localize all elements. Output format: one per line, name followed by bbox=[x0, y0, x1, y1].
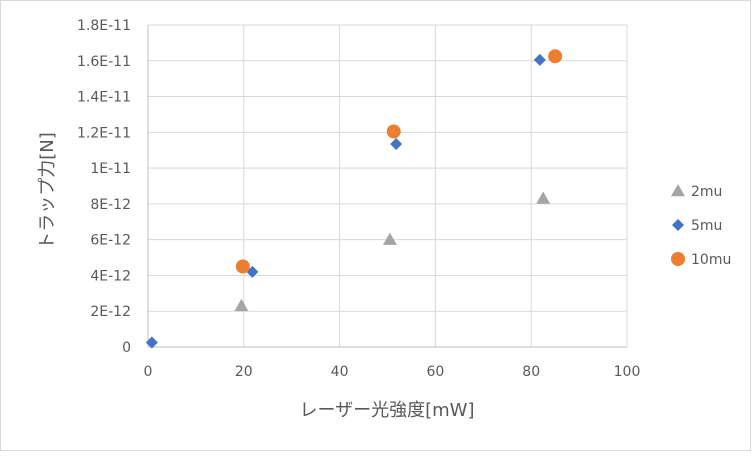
y-tick-label: 4E-12 bbox=[90, 268, 131, 284]
x-tick-label: 0 bbox=[144, 364, 153, 380]
x-tick-label: 80 bbox=[522, 364, 540, 380]
series-2mu bbox=[234, 191, 551, 312]
legend-label: 5mu bbox=[691, 218, 722, 234]
y-tick-label: 6E-12 bbox=[90, 233, 131, 249]
x-axis-tick-labels: 0 20 40 60 80 100 bbox=[144, 364, 641, 380]
y-tick-label: 0 bbox=[122, 340, 131, 356]
data-point bbox=[390, 137, 403, 150]
legend-item-2mu: 2mu bbox=[671, 184, 722, 200]
data-point bbox=[536, 191, 551, 204]
x-tick-label: 40 bbox=[331, 364, 349, 380]
legend-label: 10mu bbox=[691, 252, 731, 268]
legend-marker bbox=[671, 252, 685, 266]
data-point bbox=[235, 259, 250, 274]
grid-lines bbox=[148, 24, 628, 347]
y-tick-label: 1.2E-11 bbox=[77, 125, 131, 141]
x-tick-label: 20 bbox=[235, 364, 253, 380]
y-tick-label: 8E-12 bbox=[90, 197, 131, 213]
data-point bbox=[548, 49, 563, 64]
data-point bbox=[382, 232, 397, 245]
legend: 2mu 5mu 10mu bbox=[671, 184, 731, 268]
legend-item-10mu: 10mu bbox=[671, 252, 731, 268]
y-axis-title: トラップ力[N] bbox=[37, 132, 58, 250]
x-axis-title: レーザー光強度[mW] bbox=[299, 400, 474, 421]
data-point bbox=[386, 124, 401, 139]
data-series bbox=[145, 49, 563, 349]
x-tick-label: 60 bbox=[426, 364, 444, 380]
series-5mu bbox=[145, 53, 546, 349]
y-tick-label: 2E-12 bbox=[90, 304, 131, 320]
y-tick-label: 1.6E-11 bbox=[77, 54, 131, 70]
legend-marker bbox=[671, 184, 685, 197]
y-tick-label: 1.8E-11 bbox=[77, 18, 131, 34]
axes bbox=[147, 25, 627, 348]
data-point bbox=[533, 53, 546, 66]
series-10mu bbox=[235, 49, 563, 274]
y-tick-label: 1.4E-11 bbox=[77, 90, 131, 106]
legend-marker bbox=[672, 219, 684, 231]
data-point bbox=[145, 336, 158, 349]
data-point bbox=[234, 298, 249, 312]
legend-label: 2mu bbox=[691, 184, 722, 200]
legend-item-5mu: 5mu bbox=[672, 218, 722, 234]
y-axis-tick-labels: 0 2E-12 4E-12 6E-12 8E-12 1E-11 1.2E-11 1.4E-11… bbox=[77, 18, 131, 356]
x-tick-label: 100 bbox=[614, 364, 641, 380]
y-tick-label: 1E-11 bbox=[90, 161, 131, 177]
